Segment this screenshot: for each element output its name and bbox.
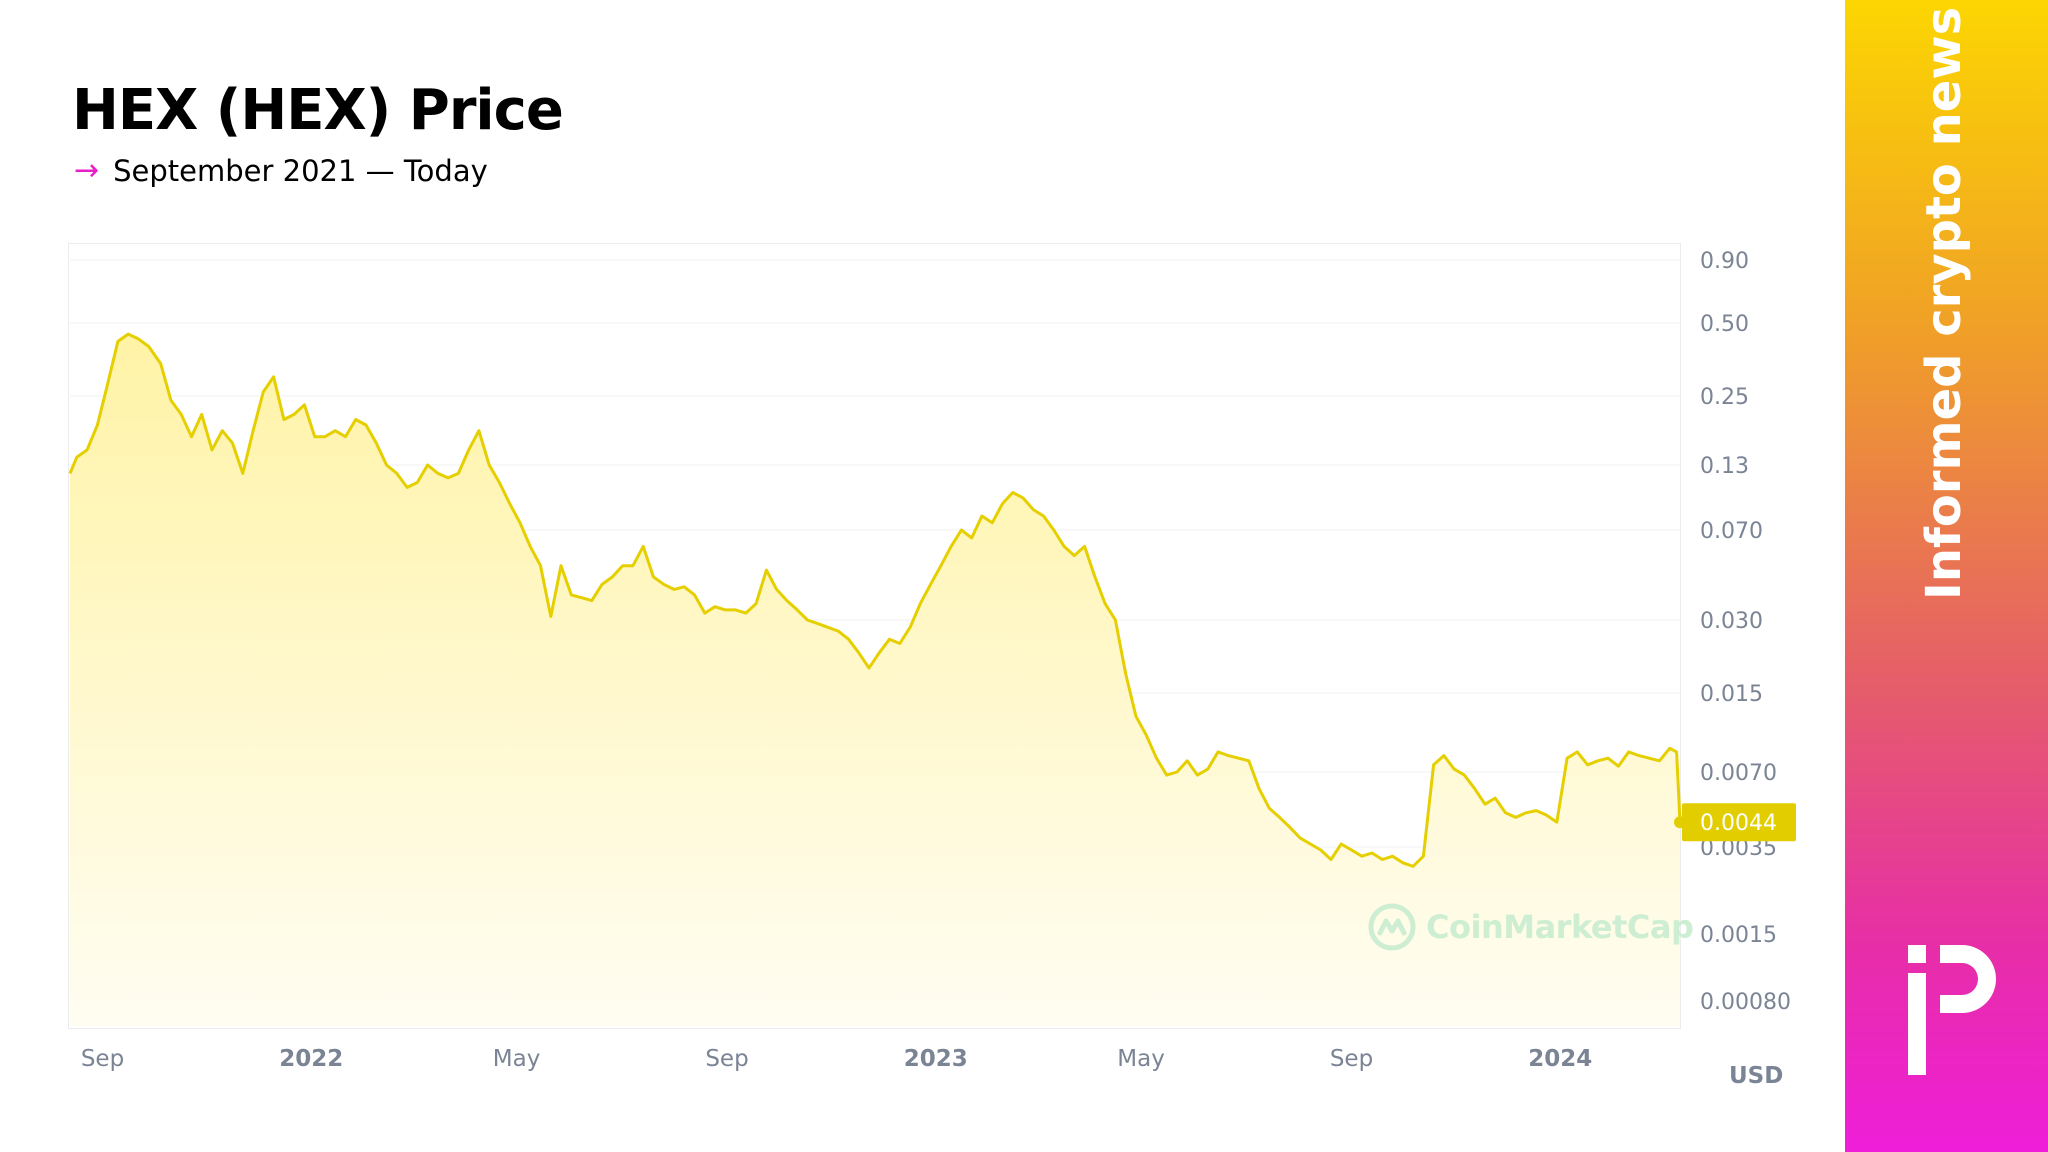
date-range-subtitle: → September 2021 — Today bbox=[74, 153, 488, 188]
coinmarketcap-logo-icon bbox=[1368, 903, 1416, 951]
y-tick-label: 0.070 bbox=[1700, 519, 1763, 544]
date-range-text: September 2021 — Today bbox=[113, 153, 488, 188]
current-price-label: 0.0044 bbox=[1700, 811, 1777, 836]
y-tick-label: 0.13 bbox=[1700, 454, 1749, 479]
watermark-text: CoinMarketCap bbox=[1426, 908, 1694, 946]
price-chart[interactable]: 0.90 0.50 0.25 0.13 0.070 0.030 0.015 0.0070 0.0… bbox=[0, 0, 1845, 1152]
y-tick-label: 0.015 bbox=[1700, 682, 1763, 707]
current-price-badge-bg bbox=[1682, 803, 1796, 842]
y-axis: 0.90 0.50 0.25 0.13 0.070 0.030 0.015 0.0070 0.0… bbox=[1700, 249, 1791, 1015]
coinmarketcap-watermark: CoinMarketCap bbox=[1368, 903, 1694, 951]
x-axis: Sep 2022 May Sep 2023 May Sep 2024 bbox=[81, 1046, 1592, 1072]
price-area bbox=[70, 334, 1680, 1027]
publisher-logo-icon bbox=[1908, 945, 1996, 1075]
x-tick-label: 2022 bbox=[279, 1046, 343, 1072]
y-tick-label: 0.90 bbox=[1700, 249, 1749, 274]
x-tick-label: May bbox=[493, 1046, 541, 1072]
currency-label: USD bbox=[1729, 1063, 1784, 1089]
y-tick-label: 0.25 bbox=[1700, 385, 1749, 410]
y-tick-label: 0.030 bbox=[1700, 609, 1763, 634]
y-tick-label: 0.0070 bbox=[1700, 761, 1777, 786]
x-tick-label: Sep bbox=[705, 1046, 748, 1072]
x-tick-label: Sep bbox=[1330, 1046, 1373, 1072]
y-tick-label: 0.0015 bbox=[1700, 923, 1777, 948]
chart-frame bbox=[68, 243, 1681, 1029]
y-tick-label: 0.00080 bbox=[1700, 990, 1791, 1015]
x-tick-label: May bbox=[1117, 1046, 1165, 1072]
current-price-badge: 0.0044 bbox=[1674, 803, 1796, 842]
x-tick-label: 2023 bbox=[904, 1046, 968, 1072]
y-tick-label: 0.50 bbox=[1700, 312, 1749, 337]
brand-tagline: Informed crypto news bbox=[1916, 6, 1972, 600]
x-tick-label: 2024 bbox=[1528, 1046, 1592, 1072]
price-line bbox=[68, 332, 1682, 868]
chart-title: HEX (HEX) Price bbox=[72, 78, 564, 143]
arrow-right-icon: → bbox=[74, 153, 100, 188]
x-tick-label: Sep bbox=[81, 1046, 124, 1072]
